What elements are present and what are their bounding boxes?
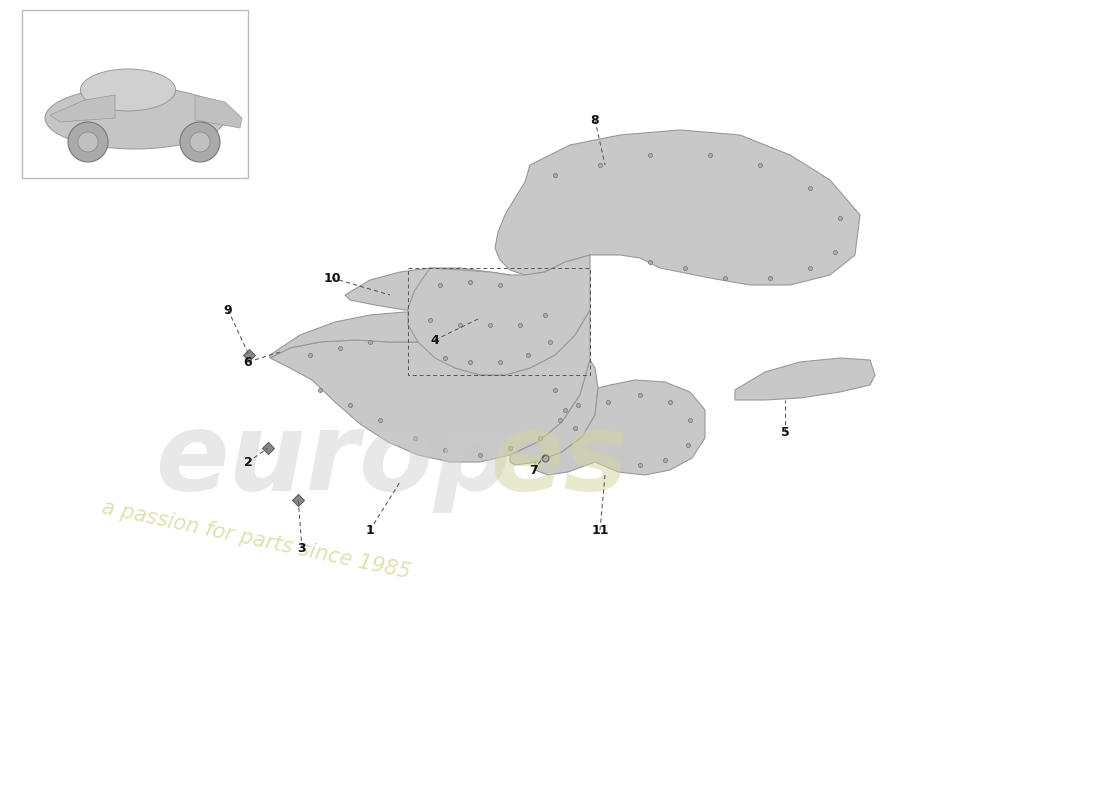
Ellipse shape (80, 69, 176, 111)
Circle shape (190, 132, 210, 152)
Text: 2: 2 (243, 455, 252, 469)
Bar (22, 10, 248, 178)
Polygon shape (270, 295, 510, 358)
Text: es: es (490, 407, 628, 513)
Text: 11: 11 (592, 523, 608, 537)
Text: 8: 8 (591, 114, 600, 126)
Text: 5: 5 (781, 426, 790, 438)
Text: 1: 1 (365, 523, 374, 537)
Polygon shape (510, 360, 598, 465)
Circle shape (78, 132, 98, 152)
Text: 3: 3 (298, 542, 306, 554)
Text: a passion for parts since 1985: a passion for parts since 1985 (100, 498, 412, 582)
Polygon shape (270, 310, 590, 462)
Polygon shape (345, 268, 510, 312)
Text: 9: 9 (223, 303, 232, 317)
Polygon shape (408, 255, 590, 375)
Polygon shape (195, 95, 242, 128)
Ellipse shape (45, 87, 225, 149)
Circle shape (180, 122, 220, 162)
Polygon shape (495, 130, 860, 285)
Text: 6: 6 (244, 355, 252, 369)
Polygon shape (535, 380, 705, 475)
Text: europ: europ (155, 407, 512, 513)
Polygon shape (50, 95, 116, 122)
Circle shape (68, 122, 108, 162)
Text: 4: 4 (430, 334, 439, 346)
Text: 10: 10 (323, 271, 341, 285)
Text: 7: 7 (529, 463, 538, 477)
Polygon shape (735, 358, 874, 400)
